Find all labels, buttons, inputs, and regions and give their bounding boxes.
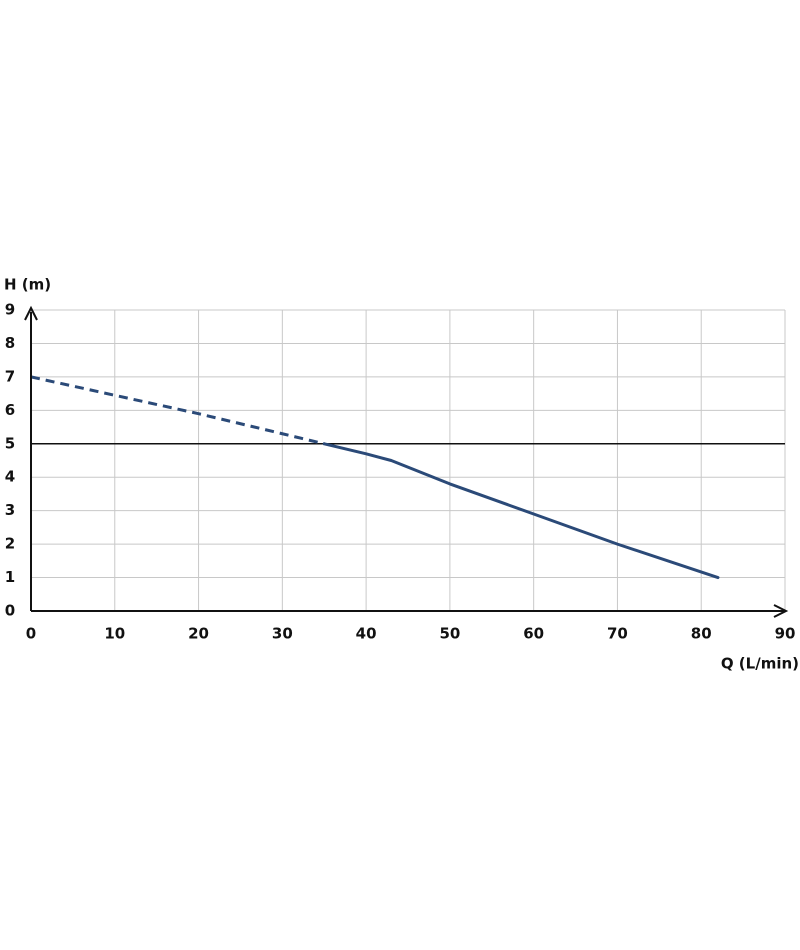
x-tick-label: 0 (26, 625, 36, 643)
x-tick-label: 10 (104, 625, 125, 643)
y-arrow (24, 305, 38, 321)
y-tick-label: 3 (5, 501, 15, 519)
y-tick-label: 5 (5, 434, 15, 452)
x-tick-label: 50 (439, 625, 460, 643)
x-tick-label: 30 (272, 625, 293, 643)
x-tick-label: 60 (523, 625, 544, 643)
x-tick-label: 80 (691, 625, 712, 643)
y-tick-label: 8 (5, 334, 15, 352)
curve (322, 442, 720, 580)
x-axis-label: Q (L/min) (721, 655, 799, 673)
y-tick-label: 6 (5, 401, 15, 419)
x-tick-label: 40 (356, 625, 377, 643)
x-arrow (773, 604, 789, 618)
y-tick-label: 0 (5, 602, 15, 620)
y-tick-label: 9 (5, 301, 15, 319)
plot (30, 375, 785, 580)
x-tick-label: 90 (775, 625, 796, 643)
y-axis-label: H (m) (4, 276, 51, 294)
y-tick-label: 1 (5, 568, 15, 586)
y-tick-label: 2 (5, 535, 15, 553)
grid (30, 309, 786, 612)
y-tick-label: 4 (5, 468, 15, 486)
x-tick-label: 20 (188, 625, 209, 643)
x-tick-label: 70 (607, 625, 628, 643)
curve (30, 375, 325, 446)
y-tick-label: 7 (5, 367, 15, 385)
